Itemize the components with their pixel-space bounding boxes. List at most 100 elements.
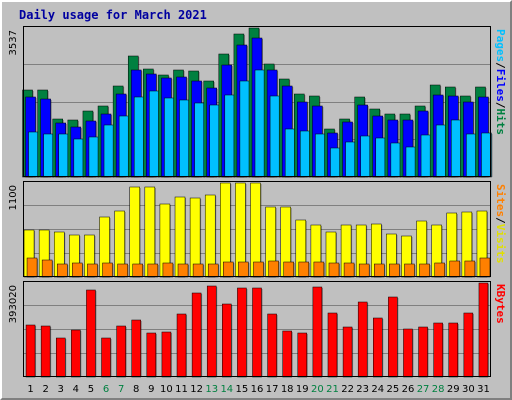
bar-sites-23 — [358, 263, 370, 278]
bar-sites-22 — [343, 262, 355, 278]
x-tick-28: 28 — [432, 384, 445, 395]
bar-pages-31 — [481, 132, 492, 178]
bar-kbytes-7 — [116, 325, 126, 378]
bar-sites-19 — [298, 261, 310, 278]
x-tick-10: 10 — [160, 384, 173, 395]
bar-kbytes-30 — [463, 312, 474, 378]
bar-sites-7 — [117, 263, 128, 278]
bar-pages-12 — [194, 102, 205, 178]
legend-sites: Sites — [494, 184, 507, 217]
side-label-visits-sites: Sites/Visits — [494, 184, 507, 264]
bar-pages-17 — [269, 95, 281, 178]
x-tick-13: 13 — [205, 384, 218, 395]
bar-pages-24 — [375, 137, 387, 178]
bar-sites-18 — [283, 261, 294, 278]
x-tick-21: 21 — [326, 384, 339, 395]
bar-sites-28 — [434, 262, 445, 278]
bar-kbytes-23 — [357, 301, 368, 378]
bar-sites-13 — [207, 263, 219, 278]
bar-sites-4 — [72, 262, 83, 278]
bar-kbytes-13 — [206, 285, 217, 378]
bar-sites-15 — [238, 261, 249, 278]
bar-sites-12 — [192, 263, 204, 278]
panel-border — [23, 281, 491, 377]
x-tick-19: 19 — [296, 384, 309, 395]
bar-kbytes-25 — [388, 296, 398, 378]
bar-pages-7 — [118, 115, 130, 178]
bar-pages-27 — [420, 134, 432, 178]
bar-pages-21 — [330, 147, 341, 178]
bar-pages-19 — [300, 130, 311, 178]
x-tick-20: 20 — [311, 384, 324, 395]
bar-pages-11 — [179, 99, 190, 178]
x-tick-30: 30 — [462, 384, 475, 395]
bar-kbytes-2 — [40, 325, 51, 378]
bar-sites-16 — [253, 261, 264, 278]
x-tick-6: 6 — [103, 384, 109, 395]
bar-pages-30 — [466, 133, 477, 178]
bar-kbytes-10 — [161, 331, 172, 378]
side-label-kbytes: KBytes — [494, 284, 507, 324]
bar-pages-4 — [73, 138, 85, 178]
x-tick-5: 5 — [88, 384, 94, 395]
bar-sites-10 — [162, 262, 174, 278]
panel-border — [23, 26, 491, 177]
bar-pages-29 — [451, 119, 462, 178]
bar-pages-1 — [28, 131, 39, 178]
legend-separator: / — [494, 102, 507, 109]
bar-pages-22 — [345, 141, 356, 178]
bar-kbytes-8 — [131, 319, 141, 378]
bar-kbytes-27 — [418, 326, 428, 378]
bar-sites-17 — [268, 260, 279, 278]
bar-kbytes-4 — [71, 329, 81, 378]
bar-sites-11 — [177, 263, 189, 278]
bar-sites-21 — [328, 262, 340, 278]
bar-pages-16 — [254, 69, 266, 178]
x-tick-31: 31 — [477, 384, 490, 395]
bar-sites-29 — [449, 260, 461, 278]
x-tick-26: 26 — [402, 384, 415, 395]
x-tick-11: 11 — [175, 384, 188, 395]
x-tick-8: 8 — [133, 384, 139, 395]
legend-separator: / — [494, 62, 507, 69]
bar-pages-13 — [209, 104, 220, 178]
bar-pages-28 — [435, 124, 447, 178]
x-tick-9: 9 — [148, 384, 154, 395]
bar-kbytes-14 — [222, 303, 232, 378]
bar-kbytes-1 — [25, 324, 36, 378]
bar-pages-18 — [284, 128, 296, 178]
panel-kbytes: 393020 KBytes — [8, 281, 507, 378]
y-tick-kbytes: 393020 — [8, 285, 19, 323]
bar-sites-9 — [147, 263, 159, 278]
x-tick-22: 22 — [341, 384, 354, 395]
bar-kbytes-16 — [252, 287, 262, 378]
bar-pages-8 — [133, 96, 145, 178]
x-tick-2: 2 — [42, 384, 48, 395]
bar-kbytes-18 — [282, 330, 292, 378]
bar-visits-8 — [129, 186, 140, 278]
bar-kbytes-28 — [433, 322, 443, 378]
bar-pages-9 — [149, 90, 160, 178]
bar-sites-14 — [223, 261, 234, 278]
bar-kbytes-20 — [312, 286, 323, 378]
x-tick-18: 18 — [281, 384, 294, 395]
panel-visits-sites: 1100 Sites/Visits — [8, 181, 507, 278]
bar-sites-24 — [374, 263, 385, 278]
y-tick-hits-files-pages: 3537 — [8, 30, 19, 55]
bar-sites-3 — [56, 263, 68, 278]
bar-sites-5 — [87, 263, 98, 278]
x-tick-1: 1 — [27, 384, 33, 395]
panel-border — [23, 181, 491, 277]
x-tick-16: 16 — [251, 384, 264, 395]
bar-sites-1 — [26, 257, 38, 278]
x-tick-29: 29 — [447, 384, 460, 395]
x-tick-17: 17 — [266, 384, 279, 395]
chart-title: Daily usage for March 2021 — [19, 8, 207, 22]
bar-sites-31 — [479, 257, 491, 278]
bar-kbytes-5 — [86, 289, 96, 378]
bar-sites-8 — [132, 263, 143, 278]
x-tick-3: 3 — [58, 384, 64, 395]
bar-pages-14 — [224, 94, 236, 178]
bar-sites-6 — [102, 262, 113, 278]
